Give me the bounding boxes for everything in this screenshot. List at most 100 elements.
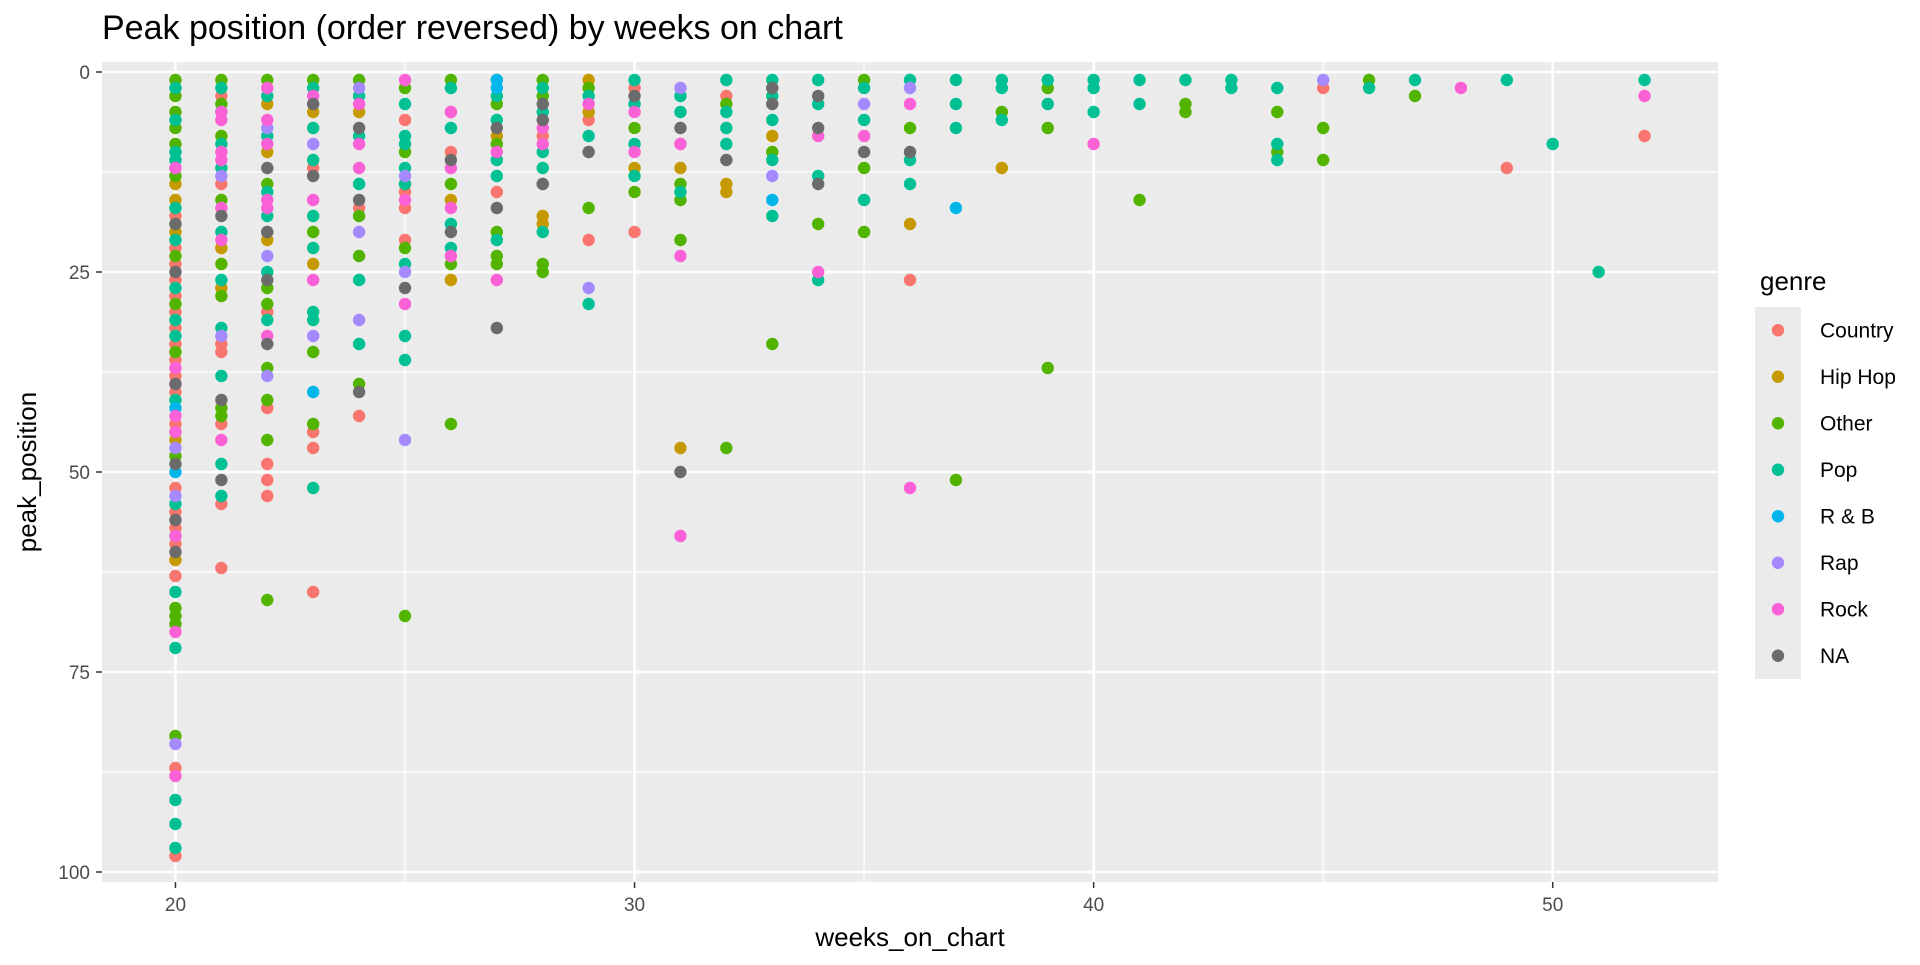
point-rock	[857, 129, 871, 143]
point-rock	[490, 273, 504, 287]
point-rock	[352, 97, 366, 111]
point-na	[306, 169, 320, 183]
point-pop	[720, 121, 733, 135]
point-country	[1500, 161, 1514, 175]
point-other	[490, 257, 504, 271]
point-rock	[169, 361, 182, 375]
point-na	[169, 217, 182, 231]
point-pop	[169, 313, 182, 327]
point-rap	[582, 281, 595, 295]
point-hip-hop	[903, 217, 917, 231]
point-rap	[261, 249, 274, 263]
point-pop	[536, 225, 549, 239]
point-other	[1316, 153, 1330, 167]
point-pop	[949, 73, 963, 87]
point-pop	[1179, 73, 1192, 87]
point-pop	[674, 185, 687, 199]
point-rap	[1316, 73, 1330, 87]
point-other	[169, 345, 182, 359]
point-rock	[1454, 81, 1468, 95]
legend-key-background	[1755, 307, 1801, 679]
points-layer	[169, 73, 1651, 863]
point-pop	[857, 193, 871, 207]
point-rap	[169, 737, 182, 751]
point-na	[628, 89, 641, 103]
point-other	[398, 241, 412, 255]
legend-title: genre	[1760, 266, 1827, 296]
legend-entry-label: Rap	[1820, 552, 1859, 575]
point-na	[674, 465, 687, 479]
y-tick-label: 75	[69, 663, 90, 684]
point-rock	[352, 137, 366, 151]
legend-key	[1771, 649, 1785, 662]
point-country	[352, 409, 366, 423]
chart-title: Peak position (order reversed) by weeks …	[102, 9, 843, 47]
legend: genre Country Hip Hop Other Pop R & B Rap Rock…	[1755, 266, 1896, 679]
point-rap	[766, 169, 779, 183]
point-rock	[215, 153, 228, 167]
point-na	[261, 337, 274, 351]
point-rock	[398, 73, 412, 87]
point-pop	[1546, 137, 1559, 151]
point-rock	[903, 97, 917, 111]
point-na	[398, 281, 412, 295]
point-rap	[398, 265, 412, 279]
point-na	[352, 193, 366, 207]
legend-key	[1771, 463, 1785, 476]
point-r-b	[306, 385, 320, 399]
point-pop	[169, 329, 182, 343]
point-pop	[1271, 153, 1284, 167]
point-rock	[169, 161, 182, 175]
point-pop	[398, 97, 412, 111]
point-na	[444, 153, 458, 167]
point-na	[857, 145, 871, 159]
point-pop	[306, 241, 320, 255]
point-na	[169, 377, 182, 391]
point-pop	[215, 457, 228, 471]
point-pop	[169, 817, 182, 831]
point-na	[169, 457, 182, 471]
point-pop	[398, 353, 412, 367]
legend-entry-label: Pop	[1820, 459, 1857, 482]
point-na	[444, 225, 458, 239]
point-country	[215, 345, 228, 359]
point-pop	[215, 369, 228, 383]
point-country	[261, 457, 274, 471]
point-rock	[674, 529, 687, 543]
legend-entry-label: NA	[1820, 645, 1849, 668]
point-na	[674, 121, 687, 135]
point-na	[169, 513, 182, 527]
point-country	[169, 569, 182, 583]
point-rock	[1087, 137, 1100, 151]
point-pop	[857, 81, 871, 95]
point-pop	[169, 793, 182, 807]
point-rap	[352, 225, 366, 239]
point-r-b	[490, 81, 504, 95]
x-axis-title: weeks_on_chart	[814, 922, 1005, 952]
point-pop	[169, 585, 182, 599]
point-rock	[306, 273, 320, 287]
point-pop	[169, 841, 182, 855]
point-na	[261, 273, 274, 287]
point-country	[261, 489, 274, 503]
point-rock	[628, 105, 641, 119]
point-na	[490, 121, 504, 135]
point-rap	[857, 97, 871, 111]
point-rock	[536, 137, 549, 151]
point-pop	[949, 97, 963, 111]
point-pop	[628, 73, 641, 87]
point-country	[306, 585, 320, 599]
point-other	[628, 121, 641, 135]
x-tick-label: 30	[624, 895, 645, 916]
point-country	[490, 185, 504, 199]
point-pop	[1500, 73, 1514, 87]
point-country	[398, 113, 412, 127]
point-hip-hop	[674, 441, 687, 455]
point-pop	[215, 81, 228, 95]
point-other	[628, 185, 641, 199]
point-other	[306, 345, 320, 359]
point-other	[811, 217, 825, 231]
point-rock	[582, 97, 595, 111]
point-pop	[582, 129, 595, 143]
point-other	[352, 249, 366, 263]
